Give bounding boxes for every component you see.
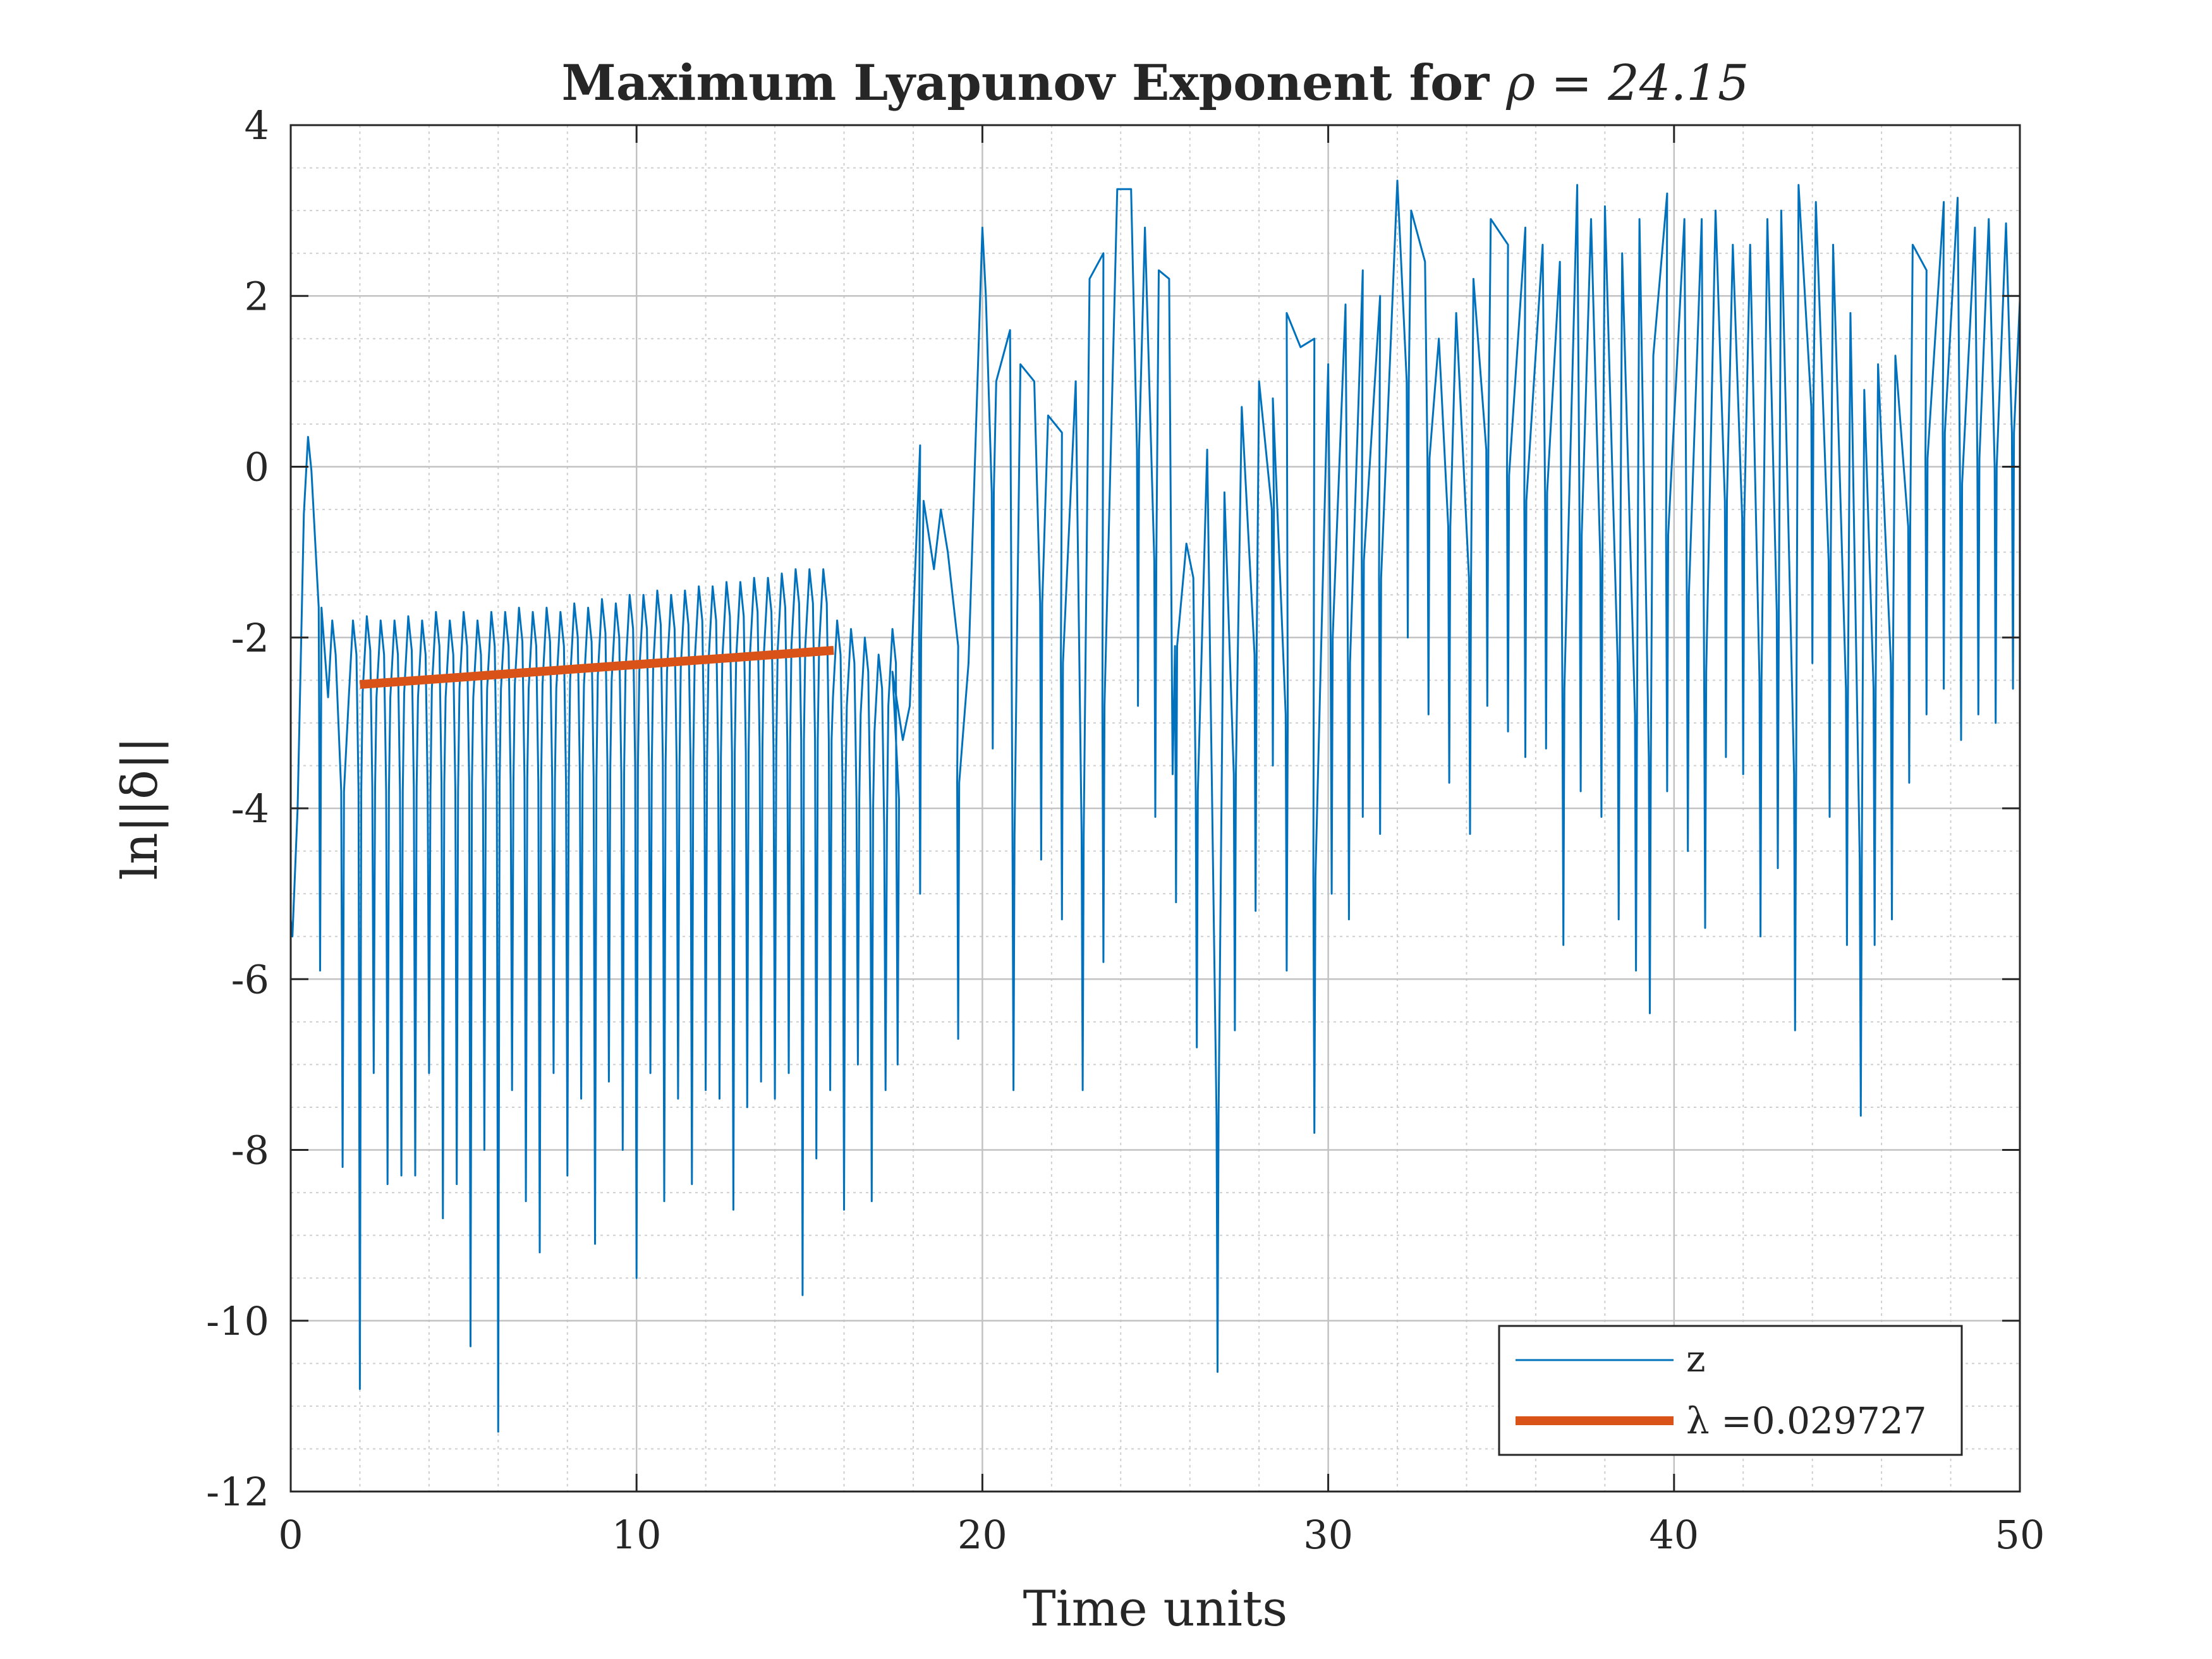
y-tick-label: -4 bbox=[231, 786, 269, 832]
y-tick-label: 4 bbox=[245, 102, 269, 149]
legend: z λ =0.029727 bbox=[1498, 1325, 1963, 1456]
series-lambda-fit-line bbox=[359, 646, 834, 690]
legend-label-lambda: λ =0.029727 bbox=[1686, 1399, 1927, 1442]
y-tick-label: -10 bbox=[206, 1298, 269, 1344]
series-z-line bbox=[289, 179, 2021, 1433]
y-tick-label: -2 bbox=[231, 615, 269, 661]
y-tick-labels: 4 2 0 -2 -4 -6 -8 -10 -12 bbox=[206, 102, 269, 1515]
fit-line-layer bbox=[359, 646, 834, 690]
y-tick-label: -8 bbox=[231, 1127, 269, 1174]
y-tick-label: -6 bbox=[231, 956, 269, 1002]
chart-title-math: ρ = 24.15 bbox=[1505, 55, 1749, 112]
y-axis-label: ln||δ|| bbox=[112, 736, 169, 880]
x-tick-label: 0 bbox=[278, 1512, 303, 1558]
ticks-layer bbox=[289, 124, 2021, 1493]
x-tick-label: 20 bbox=[957, 1512, 1007, 1558]
chart-title-text: Maximum Lyapunov Exponent for bbox=[561, 54, 1506, 112]
legend-label-z: z bbox=[1686, 1337, 1706, 1380]
y-tick-label: 2 bbox=[245, 273, 269, 319]
x-tick-label: 10 bbox=[612, 1512, 662, 1558]
legend-box bbox=[1498, 1325, 1963, 1456]
y-tick-label: 0 bbox=[245, 444, 269, 490]
x-tick-label: 30 bbox=[1303, 1512, 1353, 1558]
chart-title: Maximum Lyapunov Exponent for ρ = 24.15 bbox=[561, 54, 1749, 112]
x-tick-label: 40 bbox=[1649, 1512, 1699, 1558]
x-tick-labels: 0 10 20 30 40 50 bbox=[278, 1512, 2045, 1558]
y-tick-label: -12 bbox=[206, 1469, 269, 1515]
series-layer bbox=[289, 179, 2021, 1433]
x-tick-label: 50 bbox=[1995, 1512, 2045, 1558]
x-axis-label: Time units bbox=[1023, 1581, 1288, 1638]
